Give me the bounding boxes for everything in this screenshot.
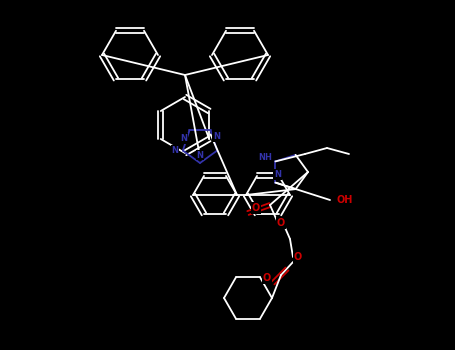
Text: N: N [172,146,178,155]
Text: O: O [252,203,260,213]
Text: N: N [213,132,220,141]
Text: O: O [294,252,302,262]
Text: NH: NH [258,153,273,162]
Text: N: N [197,150,203,160]
Text: O: O [277,218,285,228]
Text: OH: OH [337,195,353,205]
Text: N: N [180,134,187,143]
Text: N: N [274,170,281,179]
Text: O: O [263,273,271,283]
